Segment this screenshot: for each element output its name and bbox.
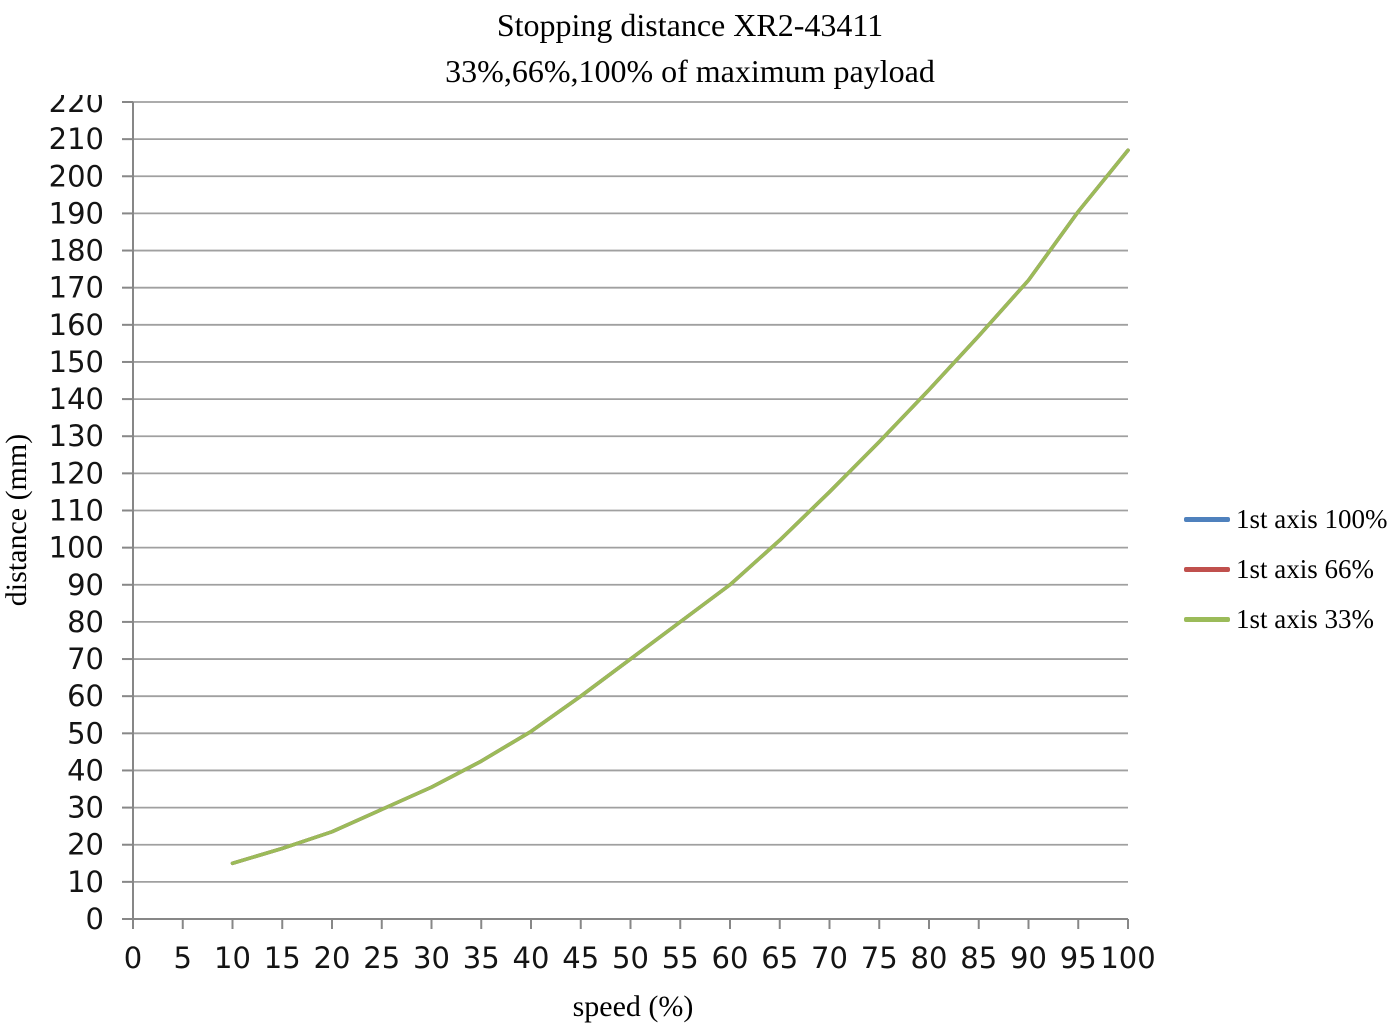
legend-label-100: 1st axis 100% (1236, 503, 1388, 534)
y-tick-label: 60 (67, 679, 104, 713)
y-tick-label: 170 (49, 271, 104, 305)
x-tick-label: 85 (960, 941, 997, 975)
x-tick-label: 25 (363, 941, 400, 975)
x-tick-label: 10 (214, 941, 251, 975)
y-tick-label: 190 (49, 196, 104, 230)
legend-item-33: 1st axis 33% (1184, 594, 1388, 644)
x-tick-label: 15 (264, 941, 301, 975)
chart-title-block: Stopping distance XR2-43411 33%,66%,100%… (0, 2, 1380, 94)
y-tick-label: 150 (49, 345, 104, 379)
x-tick-label: 55 (662, 941, 699, 975)
y-tick-label: 220 (49, 95, 104, 119)
y-tick-label: 50 (67, 716, 104, 750)
x-tick-label: 45 (562, 941, 599, 975)
x-tick-label: 75 (861, 941, 898, 975)
y-tick-label: 110 (49, 494, 104, 528)
y-tick-label: 210 (49, 122, 104, 156)
y-tick-label: 10 (67, 865, 104, 899)
series-line-1st-axis-33- (230, 148, 1130, 866)
y-tick-label: 20 (67, 828, 104, 862)
x-tick-label: 80 (911, 941, 948, 975)
x-tick-label: 40 (513, 941, 550, 975)
legend-line-sample-33 (1184, 616, 1230, 622)
y-tick-label: 130 (49, 419, 104, 453)
y-tick-label: 40 (67, 753, 104, 787)
x-tick-label: 0 (124, 941, 142, 975)
series-line-1st-axis-100- (230, 148, 1130, 866)
x-axis-title: speed (%) (573, 990, 694, 1023)
y-tick-label: 200 (49, 159, 104, 193)
y-tick-label: 0 (86, 902, 104, 936)
x-tick-label: 20 (314, 941, 351, 975)
y-axis-title: distance (mm) (0, 434, 33, 606)
legend-item-100: 1st axis 100% (1184, 494, 1388, 544)
plot-area: 0102030405060708090100110120130140150160… (0, 95, 1156, 1023)
y-tick-label: 120 (49, 456, 104, 490)
series-line-1st-axis-66- (230, 148, 1130, 866)
legend-line-sample-66 (1184, 566, 1230, 572)
legend-item-66: 1st axis 66% (1184, 544, 1388, 594)
x-tick-label: 30 (413, 941, 450, 975)
legend: 1st axis 100% 1st axis 66% 1st axis 33% (1184, 494, 1388, 644)
y-tick-label: 30 (67, 791, 104, 825)
legend-label-66: 1st axis 66% (1236, 553, 1374, 584)
series-group (230, 148, 1130, 866)
x-tick-label: 90 (1010, 941, 1047, 975)
axes-group (122, 101, 1129, 929)
legend-line-sample-100 (1184, 516, 1230, 522)
tick-labels-group: 0102030405060708090100110120130140150160… (49, 95, 1156, 975)
y-tick-label: 180 (49, 234, 104, 268)
gridlines-group (133, 101, 1128, 883)
y-tick-label: 90 (67, 568, 104, 602)
chart-title: Stopping distance XR2-43411 (496, 7, 884, 43)
y-tick-label: 140 (49, 382, 104, 416)
y-tick-label: 100 (49, 531, 104, 565)
x-tick-label: 50 (612, 941, 649, 975)
x-tick-label: 65 (761, 941, 798, 975)
y-tick-label: 160 (49, 308, 104, 342)
y-tick-label: 80 (67, 605, 104, 639)
x-tick-label: 100 (1100, 941, 1155, 975)
x-tick-label: 5 (174, 941, 192, 975)
chart-subtitle: 33%,66%,100% of maximum payload (445, 53, 935, 89)
x-tick-label: 95 (1060, 941, 1097, 975)
x-tick-label: 60 (712, 941, 749, 975)
legend-label-33: 1st axis 33% (1236, 603, 1374, 634)
y-tick-label: 70 (67, 642, 104, 676)
x-tick-label: 70 (811, 941, 848, 975)
x-tick-label: 35 (463, 941, 500, 975)
